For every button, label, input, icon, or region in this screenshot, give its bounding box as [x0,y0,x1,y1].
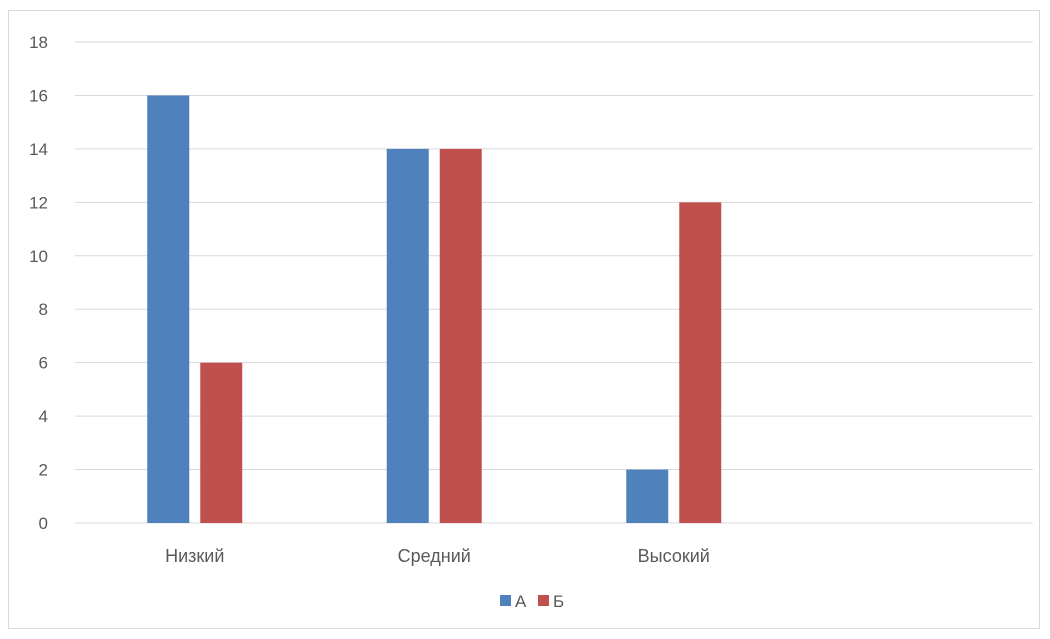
y-tick-label: 8 [39,300,48,319]
y-tick-label: 12 [29,193,48,212]
bar-А-Средний [386,148,429,523]
y-tick-label: 2 [39,461,48,480]
bar-Б-Средний [439,148,482,523]
legend-label: Б [553,592,564,611]
x-axis-categories: Низкий Средний Высокий [165,546,710,566]
bar-Б-Низкий [200,362,243,523]
legend-swatch [538,595,549,606]
y-tick-label: 4 [39,407,48,426]
bar-Б-Высокий [679,202,722,524]
x-category-label: Средний [398,546,471,566]
y-tick-label: 16 [29,86,48,105]
x-category-label: Низкий [165,546,224,566]
bar-А-Низкий [147,95,190,523]
y-tick-label: 10 [29,247,48,266]
y-tick-label: 0 [39,514,48,533]
y-tick-label: 6 [39,354,48,373]
y-tick-label: 14 [29,140,48,159]
legend-label: А [515,592,527,611]
bars [147,95,722,524]
bar-А-Высокий [626,469,669,523]
y-tick-label: 18 [29,33,48,52]
y-axis-ticks: 0 2 4 6 8 10 12 14 16 18 [29,33,48,533]
legend-swatch [500,595,511,606]
x-category-label: Высокий [638,546,710,566]
